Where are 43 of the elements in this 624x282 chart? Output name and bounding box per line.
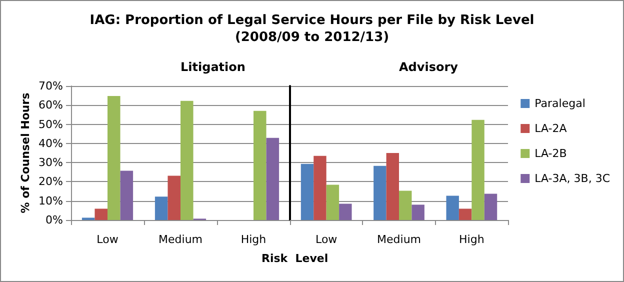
legend-label: Paralegal <box>534 97 586 110</box>
bar <box>154 196 168 220</box>
bar <box>300 164 314 220</box>
legend-label: LA-2B <box>534 147 567 160</box>
chart-title: IAG: Proportion of Legal Service Hours per File by Risk Level (2008/09 to 2012/13) <box>90 13 534 45</box>
y-tick-label: 40% <box>38 136 63 150</box>
x-tick-label: Low <box>96 233 118 246</box>
y-tick-label: 10% <box>38 194 63 208</box>
bar <box>386 153 399 220</box>
y-tick-label: 70% <box>38 80 63 92</box>
bar <box>412 204 424 220</box>
bar <box>472 120 484 220</box>
bar <box>254 110 266 220</box>
y-axis-title: % of Counsel Hours <box>19 92 32 214</box>
bar <box>339 204 352 220</box>
bar <box>399 190 412 220</box>
x-axis-title: Risk Level <box>261 252 328 265</box>
legend-label: LA-3A, 3B, 3C <box>534 172 610 185</box>
x-tick-label: High <box>459 233 484 246</box>
x-tick-label: Medium <box>377 233 421 246</box>
bar <box>180 100 194 220</box>
y-tick-label: 50% <box>38 118 63 131</box>
y-tick-label: 30% <box>38 156 63 170</box>
chart-subtitle: Advisory <box>398 60 458 74</box>
x-tick-label: Medium <box>158 233 202 246</box>
bar <box>168 176 180 220</box>
bar <box>458 208 472 220</box>
bar <box>326 184 340 220</box>
bar <box>108 96 120 220</box>
y-tick-label: 20% <box>38 175 63 188</box>
chart-subtitle: Litigation <box>180 60 246 74</box>
x-tick-label: Low <box>315 233 338 246</box>
bar <box>120 170 134 220</box>
legend-label: LA-2A <box>534 122 568 135</box>
y-tick-label: 0% <box>46 214 63 226</box>
bar <box>374 166 386 220</box>
bar <box>446 196 459 220</box>
bar <box>266 138 280 220</box>
bar <box>314 156 326 220</box>
y-tick-label: 60% <box>38 98 63 112</box>
bar <box>484 194 498 220</box>
bar <box>94 208 108 220</box>
x-tick-label: High <box>240 233 266 246</box>
